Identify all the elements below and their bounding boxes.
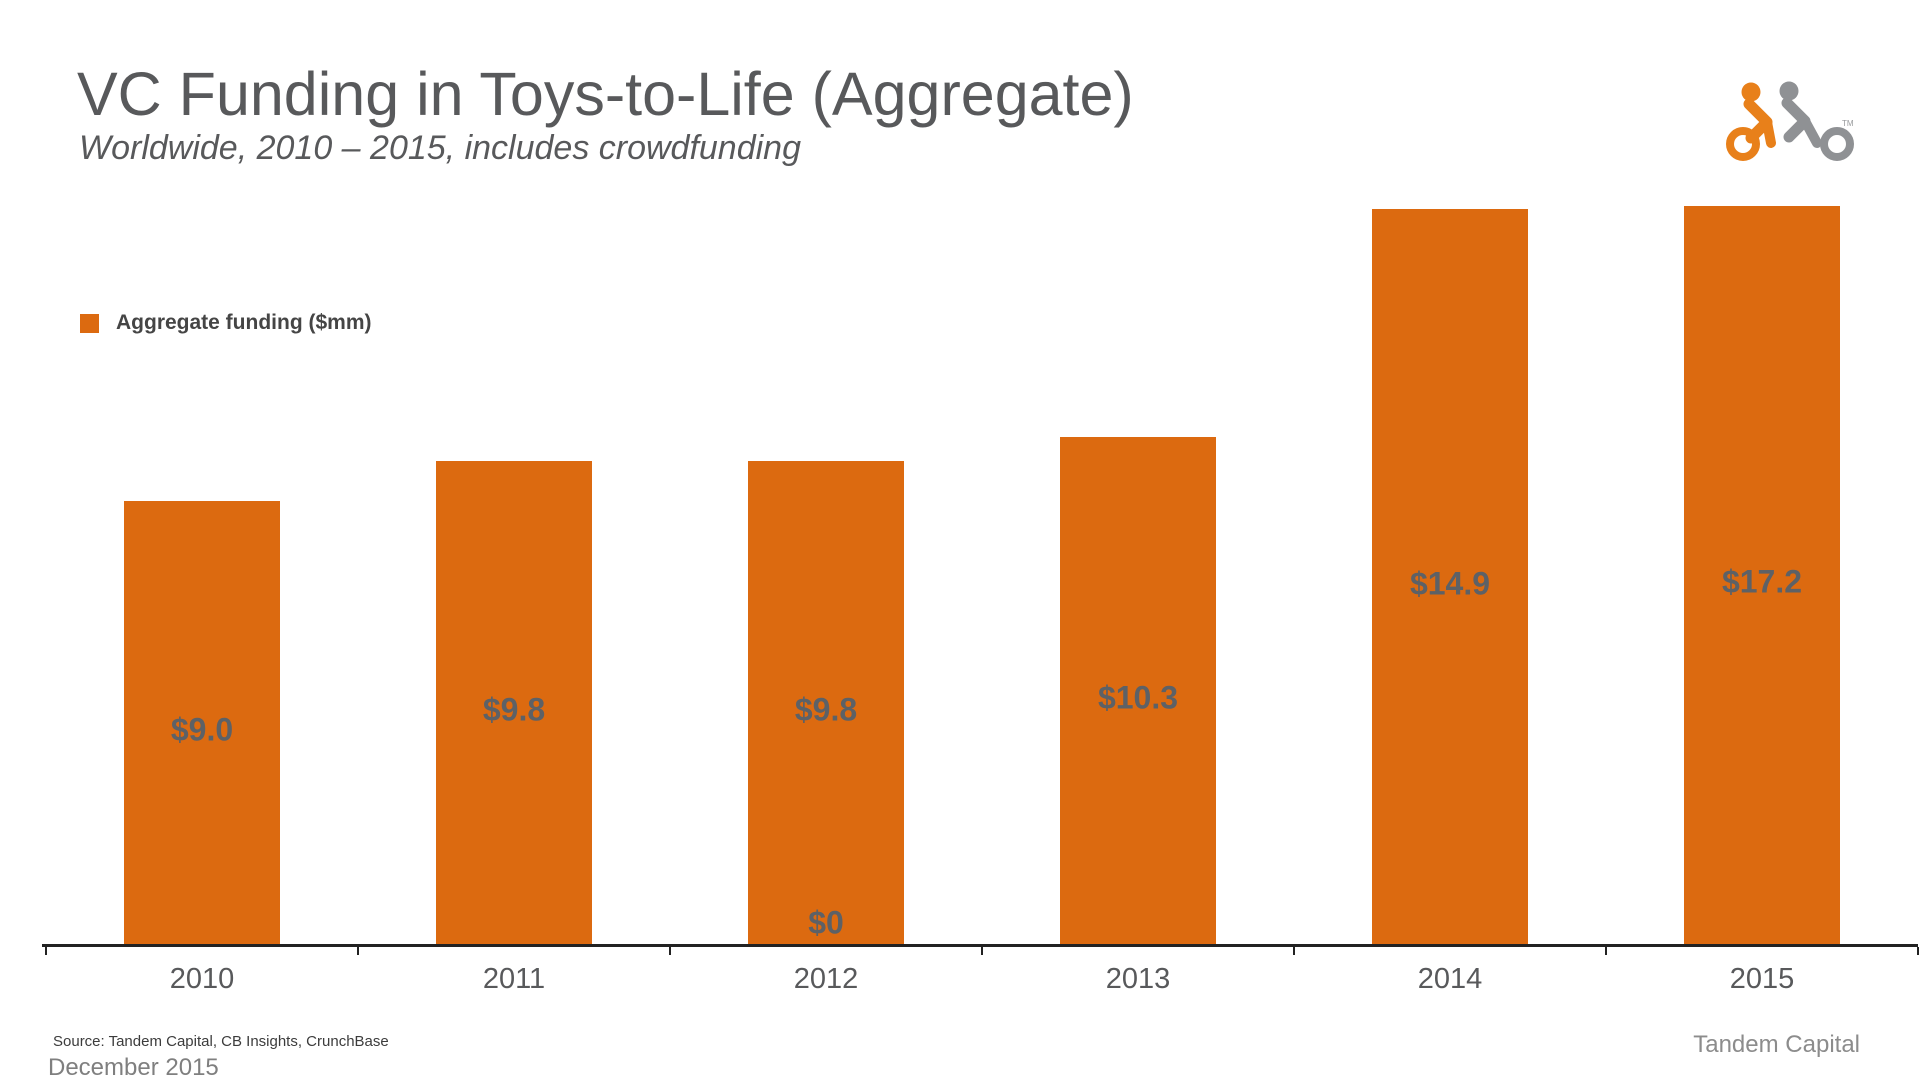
x-axis-tick [1293,947,1295,955]
x-axis-tick [981,947,983,955]
x-axis-label-2011: 2011 [482,963,546,995]
trademark-symbol: TM [1842,119,1854,128]
x-axis-tick [669,947,671,955]
bar-2010 [124,501,280,946]
bar-value-label: $9.8 [482,691,546,727]
footer-brand: Tandem Capital [1693,1031,1860,1058]
legend-swatch [80,313,99,333]
x-axis-tick [45,947,47,955]
chart-legend: Aggregate funding ($mm) [80,311,372,335]
legend-series-label: Aggregate funding ($mm) [116,311,372,334]
footer-date: December 2015 [48,1054,219,1080]
bar-value-label: $9.0 [170,711,234,747]
page-title: VC Funding in Toys-to-Life (Aggregate) [77,60,1134,128]
logo-gray-rider [1779,81,1854,161]
bar-value-label: $10.3 [1097,679,1179,715]
source-note: Source: Tandem Capital, CB Insights, Cru… [53,1033,389,1050]
bar-value-label: $9.8 [794,691,858,727]
x-axis-line [42,944,1918,947]
x-axis-label-2015: 2015 [1729,963,1795,995]
x-axis-label-2012: 2012 [793,963,859,995]
x-axis-label-2010: 2010 [169,963,235,995]
tandem-capital-logo: TM [1726,81,1854,161]
bar-2012 [748,461,904,946]
bar-2011 [436,461,592,946]
zero-value-label: $0 [808,904,844,941]
bar-2014 [1372,209,1528,946]
bar-2013 [1060,437,1216,946]
x-axis-tick [357,947,359,955]
page-subtitle: Worldwide, 2010 – 2015, includes crowdfu… [79,129,802,167]
x-axis-label-2013: 2013 [1105,963,1171,995]
x-axis-tick [1917,947,1919,955]
logo-orange-rider [1726,82,1776,161]
bar-2015 [1684,206,1840,946]
x-axis-tick [1605,947,1607,955]
bar-value-label: $17.2 [1721,563,1803,600]
x-axis-label-2014: 2014 [1417,963,1483,995]
bar-value-label: $14.9 [1409,565,1491,601]
